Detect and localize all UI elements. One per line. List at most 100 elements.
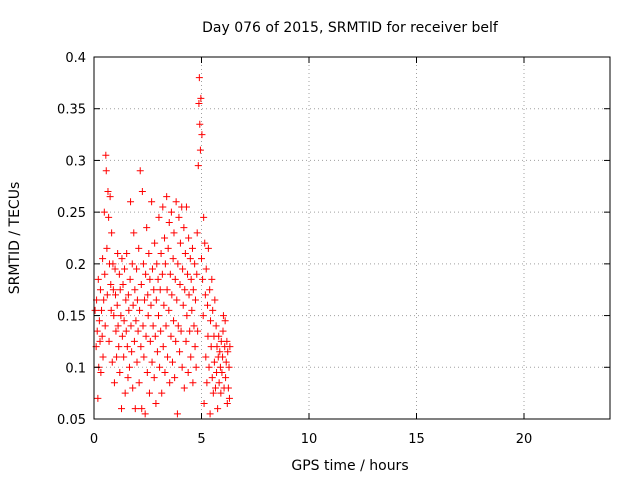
data-point-plus (153, 348, 161, 356)
data-points (91, 74, 234, 418)
data-point-plus (102, 151, 110, 159)
data-point-plus (182, 203, 190, 211)
data-point-plus (127, 198, 135, 206)
data-point-plus (140, 353, 148, 361)
data-point-plus (174, 260, 182, 268)
data-point-plus (177, 327, 185, 335)
data-point-plus (102, 167, 110, 175)
data-point-plus (118, 255, 126, 263)
data-point-plus (176, 239, 184, 247)
data-point-plus (187, 275, 195, 283)
data-point-plus (91, 306, 99, 314)
data-point-plus (114, 250, 122, 258)
data-point-plus (161, 234, 169, 242)
data-point-plus (215, 379, 223, 387)
data-point-plus (142, 332, 150, 340)
data-point-plus (192, 363, 200, 371)
data-point-plus (145, 250, 153, 258)
data-point-plus (167, 208, 175, 216)
data-point-plus (145, 389, 153, 397)
y-tick-label: 0.25 (57, 206, 86, 221)
data-point-plus (191, 296, 199, 304)
data-point-plus (160, 301, 168, 309)
data-point-plus (197, 94, 205, 102)
data-point-plus (203, 379, 211, 387)
data-point-plus (187, 353, 195, 361)
data-point-plus (105, 213, 113, 221)
data-point-plus (175, 213, 183, 221)
data-point-plus (176, 281, 184, 289)
data-point-plus (205, 363, 213, 371)
data-point-plus (186, 327, 194, 335)
data-point-plus (173, 296, 181, 304)
data-point-plus (158, 389, 166, 397)
data-point-plus (208, 374, 216, 382)
data-point-plus (170, 317, 178, 325)
data-point-plus (133, 358, 141, 366)
data-point-plus (129, 301, 137, 309)
data-point-plus (131, 286, 139, 294)
data-point-plus (168, 291, 176, 299)
data-point-plus (185, 234, 193, 242)
data-point-plus (114, 322, 122, 330)
data-point-plus (193, 229, 201, 237)
data-point-plus (136, 306, 144, 314)
data-point-plus (130, 337, 138, 345)
data-point-plus (110, 379, 118, 387)
data-point-plus (125, 363, 133, 371)
y-tick-label: 0.1 (65, 361, 86, 376)
data-point-plus (226, 343, 234, 351)
data-point-plus (134, 327, 142, 335)
x-tick-label: 0 (90, 432, 98, 447)
data-point-plus (182, 337, 190, 345)
data-point-plus (95, 317, 103, 325)
data-point-plus (147, 301, 155, 309)
data-point-plus (132, 317, 140, 325)
data-point-plus (180, 384, 188, 392)
data-point-plus (185, 291, 193, 299)
data-point-plus (109, 286, 117, 294)
data-point-plus (159, 343, 167, 351)
data-point-plus (136, 167, 144, 175)
x-tick-label: 15 (408, 432, 425, 447)
data-point-plus (141, 410, 149, 418)
data-point-plus (172, 198, 180, 206)
data-point-plus (157, 250, 165, 258)
data-point-plus (158, 270, 166, 278)
data-point-plus (101, 270, 109, 278)
data-point-plus (189, 286, 197, 294)
data-point-plus (121, 389, 129, 397)
data-point-plus (174, 322, 182, 330)
plot-frame (93, 56, 611, 420)
data-point-plus (161, 260, 169, 268)
data-point-plus (129, 384, 137, 392)
data-point-plus (150, 286, 158, 294)
data-point-plus (213, 343, 221, 351)
data-point-plus (143, 224, 151, 232)
data-point-plus (118, 332, 126, 340)
data-point-plus (209, 306, 217, 314)
data-point-plus (171, 275, 179, 283)
data-point-plus (222, 358, 230, 366)
data-point-plus (124, 291, 132, 299)
x-tick-label: 5 (197, 432, 205, 447)
data-point-plus (130, 229, 138, 237)
data-point-plus (113, 353, 121, 361)
data-point-plus (167, 332, 175, 340)
data-point-plus (111, 265, 119, 273)
data-point-plus (94, 275, 102, 283)
data-point-plus (101, 322, 109, 330)
data-point-plus (123, 250, 131, 258)
data-point-plus (165, 306, 173, 314)
data-point-plus (212, 322, 220, 330)
grid-lines (94, 57, 610, 419)
data-point-plus (224, 348, 232, 356)
data-point-plus (117, 312, 125, 320)
data-point-plus (224, 384, 232, 392)
data-point-plus (201, 239, 209, 247)
data-point-plus (165, 218, 173, 226)
y-axis-label: SRMTID / TECUs (7, 182, 23, 295)
data-point-plus (216, 363, 224, 371)
data-point-plus (139, 260, 147, 268)
data-point-plus (162, 322, 170, 330)
